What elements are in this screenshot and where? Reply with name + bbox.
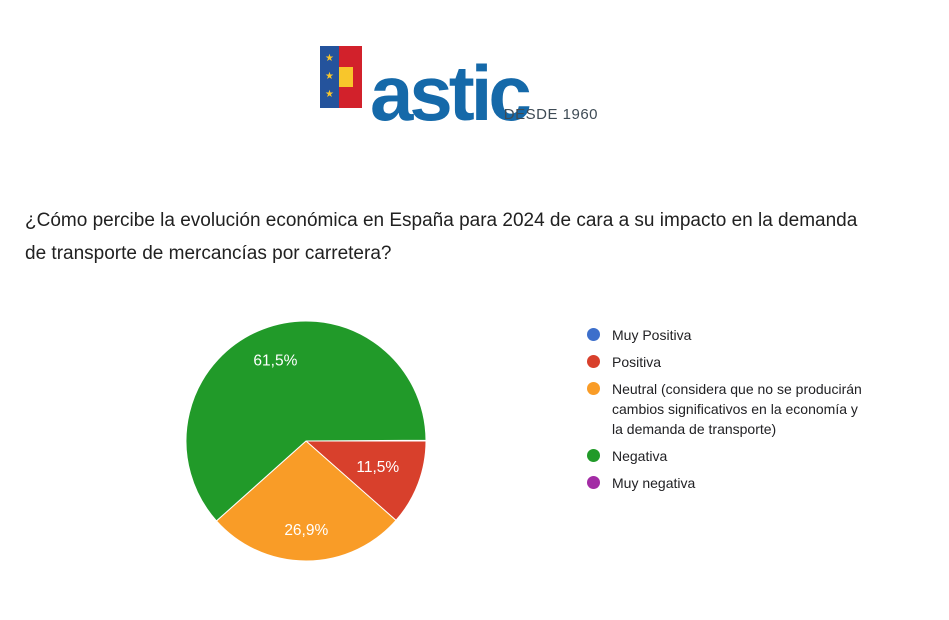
legend-dot-icon [587,476,600,489]
pie-slice-label: 61,5% [253,353,297,370]
flag-spain-stripe [339,46,362,108]
legend-label: Muy negativa [612,475,696,491]
survey-question-line-2: de transporte de mercancías por carreter… [25,243,392,264]
legend-label: Negativa [612,448,668,464]
legend-dot-icon [587,449,600,462]
brand-tagline: DESDE 1960 [503,106,598,123]
eu-star-icon: ★ [325,71,334,82]
pie-slice-1 [305,440,427,521]
legend-dot-icon [587,328,600,341]
legend-label: Positiva [612,354,662,370]
legend-item: Muy negativa [587,473,927,493]
legend-item: Muy Positiva [587,325,927,345]
astic-flag-icon: ★ ★ ★ [320,46,362,108]
eu-star-icon: ★ [325,89,334,100]
legend-item: Neutral (considera que no se producirán … [587,379,927,439]
legend-item: Positiva [587,352,927,372]
pie-chart: 11,5% 26,9% 61,5% [185,320,427,562]
chart-legend: Muy Positiva Positiva Neutral (considera q… [587,325,927,500]
eu-star-icon: ★ [325,53,334,64]
pie-slice-2 [215,440,397,562]
pie-slice-label: 26,9% [284,522,328,539]
legend-label: Neutral (considera que no se producirán … [612,381,862,437]
survey-question-line-1: ¿Cómo percibe la evolución económica en … [25,210,858,231]
flag-yellow-band [339,67,353,87]
astic-logo: ★ ★ ★ astic DESDE 1960 [320,42,598,137]
legend-label: Muy Positiva [612,327,692,343]
legend-dot-icon [587,355,600,368]
legend-item: Negativa [587,446,927,466]
flag-eu-stripe: ★ ★ ★ [320,46,339,108]
legend-dot-icon [587,382,600,395]
brand-text: astic [370,49,532,137]
pie-slice-3 [185,320,427,522]
survey-question: ¿Cómo percibe la evolución económica en … [25,204,935,270]
pie-slice-label: 11,5% [356,459,399,476]
